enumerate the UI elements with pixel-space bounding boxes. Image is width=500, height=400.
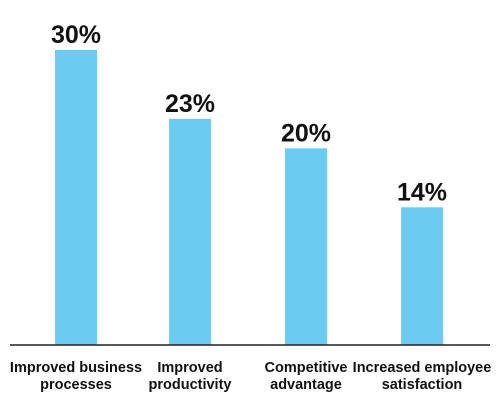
category-label-line: Increased employee <box>353 360 492 376</box>
category-label-4: Increased employee satisfaction <box>353 360 492 393</box>
value-label-2: 23% <box>165 90 215 118</box>
bars-group <box>55 50 443 345</box>
category-label-1: Improved business processes <box>10 360 142 393</box>
bar-3 <box>285 148 327 345</box>
category-label-line: Improved business <box>10 360 142 376</box>
bar-2 <box>169 118 211 345</box>
category-label-line: productivity <box>149 377 232 393</box>
bar-1 <box>55 50 97 345</box>
category-label-2: Improved productivity <box>149 360 232 393</box>
category-label-line: processes <box>40 377 112 393</box>
value-label-1: 30% <box>51 21 101 49</box>
category-label-line: advantage <box>270 377 342 393</box>
value-label-3: 20% <box>281 119 331 147</box>
bar-4 <box>401 207 443 345</box>
category-label-3: Competitive advantage <box>265 360 348 393</box>
category-label-line: satisfaction <box>382 377 463 393</box>
value-label-4: 14% <box>397 178 447 206</box>
value-labels-group: 30% 23% 20% 14% <box>51 21 447 206</box>
category-label-line: Improved <box>157 360 222 376</box>
category-label-line: Competitive <box>265 360 348 376</box>
